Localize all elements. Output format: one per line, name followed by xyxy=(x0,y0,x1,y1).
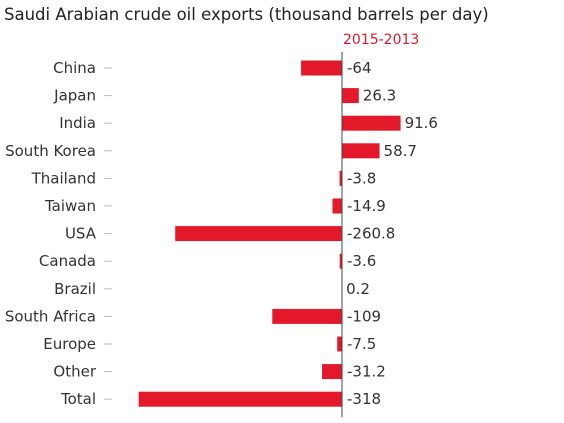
bar xyxy=(342,115,401,131)
value-label: -64 xyxy=(347,59,372,77)
value-label: -14.9 xyxy=(347,197,386,215)
category-label: USA xyxy=(65,225,97,243)
value-label: -31.2 xyxy=(347,363,386,381)
category-label: South Korea xyxy=(5,142,96,160)
category-label: Taiwan xyxy=(44,197,96,215)
category-label: Europe xyxy=(43,335,96,353)
bar xyxy=(272,308,342,324)
value-label: -3.6 xyxy=(347,252,376,270)
value-label: -3.8 xyxy=(347,169,376,187)
bar xyxy=(138,391,342,407)
value-label: 26.3 xyxy=(363,87,396,105)
value-label: 0.2 xyxy=(346,280,370,298)
bar xyxy=(337,336,342,352)
category-label: India xyxy=(59,114,96,132)
chart-subtitle: 2015-2013 xyxy=(343,32,420,48)
value-label: 91.6 xyxy=(405,114,438,132)
bar xyxy=(342,88,359,104)
value-label: -7.5 xyxy=(347,335,376,353)
chart-title: Saudi Arabian crude oil exports (thousan… xyxy=(4,5,489,24)
value-label: -109 xyxy=(347,307,381,325)
bar xyxy=(175,226,342,242)
bar xyxy=(339,253,342,269)
value-label: 58.7 xyxy=(384,142,417,160)
value-label: -318 xyxy=(347,390,381,408)
category-label: Thailand xyxy=(31,169,96,187)
bar xyxy=(342,143,380,159)
bar xyxy=(322,364,342,380)
category-label: Total xyxy=(60,390,96,408)
bar xyxy=(301,60,342,76)
bar xyxy=(339,170,342,186)
category-label: Canada xyxy=(39,252,96,270)
category-label: Japan xyxy=(53,87,96,105)
category-label: Brazil xyxy=(54,280,96,298)
category-label: Other xyxy=(53,363,96,381)
category-label: China xyxy=(53,59,96,77)
category-label: South Africa xyxy=(5,307,96,325)
bar xyxy=(332,198,342,214)
value-label: -260.8 xyxy=(347,225,395,243)
